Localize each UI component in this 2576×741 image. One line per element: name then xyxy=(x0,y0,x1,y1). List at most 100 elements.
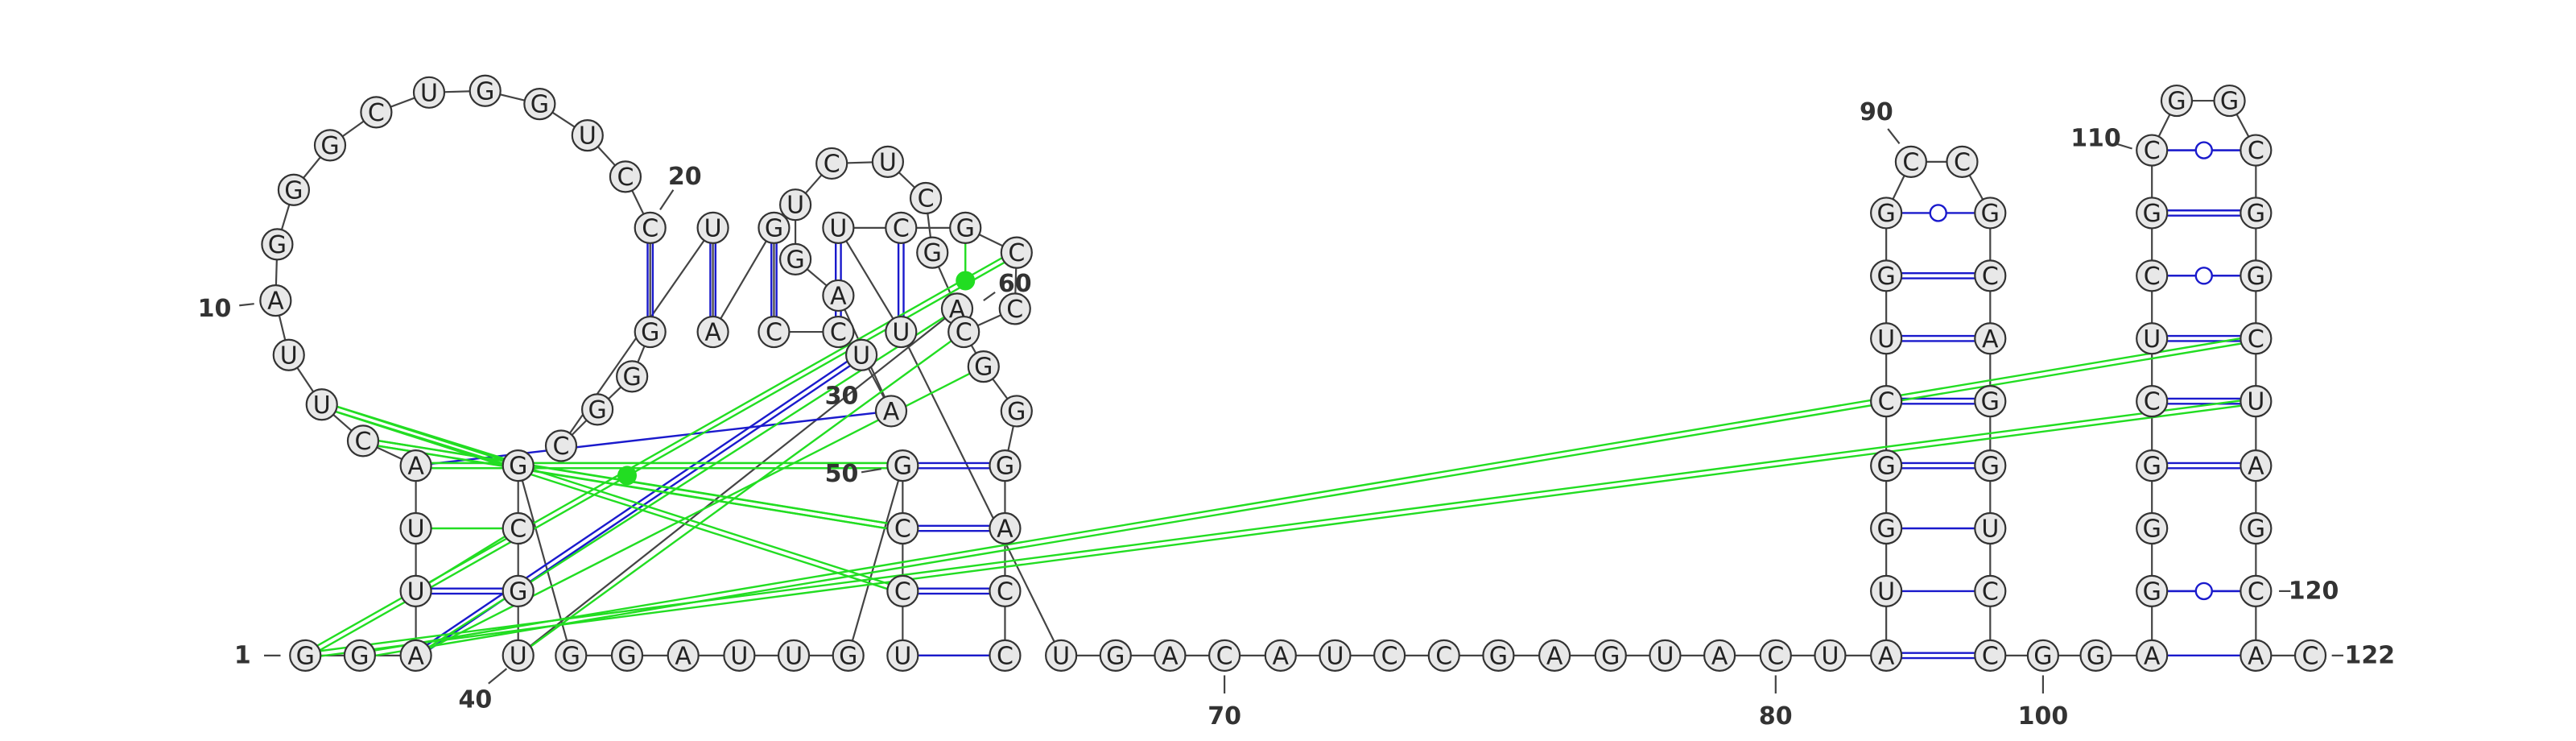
nucleotide-circle xyxy=(2240,574,2273,608)
nucleotide-circle xyxy=(2240,639,2273,672)
nucleotide: G xyxy=(1000,395,1033,428)
nucleotide-letter: C xyxy=(1902,148,1919,176)
nucleotide: C xyxy=(502,511,535,545)
nucleotide-circle xyxy=(2240,134,2273,167)
nucleotide-letter: G xyxy=(1981,200,2000,228)
nucleotide-letter: G xyxy=(996,453,1014,481)
nucleotide: A xyxy=(1870,639,1903,672)
nucleotide: C xyxy=(2136,134,2169,167)
nucleotide-letter: G xyxy=(956,214,975,242)
nucleotide: U xyxy=(885,315,918,349)
nucleotide-letter: G xyxy=(1877,515,1896,544)
noncanonical-interaction xyxy=(320,401,904,595)
nucleotide: G xyxy=(778,242,812,275)
nucleotide: G xyxy=(616,360,649,393)
position-number: 70 xyxy=(1208,702,1241,731)
nucleotide-letter: C xyxy=(2248,325,2264,354)
wobble-marker xyxy=(2194,582,2213,601)
nucleotide: C xyxy=(2136,259,2169,292)
nucleotide-circle xyxy=(616,360,649,393)
nucleotide-letter: U xyxy=(894,642,911,670)
nucleotide-circle xyxy=(844,338,878,371)
nucleotide-circle xyxy=(1974,574,2007,608)
nucleotide-circle xyxy=(696,211,729,244)
nucleotide-circle xyxy=(989,511,1022,545)
nucleotide-letter: U xyxy=(852,342,870,370)
nucleotide: U xyxy=(2240,385,2273,418)
nucleotide: C xyxy=(1974,259,2007,292)
nucleotide-circle xyxy=(1870,639,1903,672)
pair-line xyxy=(305,403,2256,660)
canonical-pair xyxy=(902,524,1005,532)
backbone-segment xyxy=(900,331,1063,656)
nucleotide-circle xyxy=(2136,385,2169,418)
nucleotide-letter: A xyxy=(2248,642,2264,670)
nucleotide-circle xyxy=(1427,639,1460,672)
nucleotide-letter: G xyxy=(974,354,993,382)
nucleotide-letter: C xyxy=(997,642,1013,670)
noncanonical-interaction xyxy=(304,397,2256,660)
nucleotide: C xyxy=(2136,385,2169,418)
nucleotide-letter: U xyxy=(1821,642,1839,670)
nucleotide-circle xyxy=(989,639,1022,672)
wobble-marker xyxy=(2194,141,2213,159)
nucleotide-circle xyxy=(1045,639,1078,672)
nucleotide: C xyxy=(1759,639,1792,672)
nucleotide-circle xyxy=(523,88,556,121)
nucleotide-circle xyxy=(261,228,294,261)
nucleotide: U xyxy=(1319,639,1352,672)
nucleotide: C xyxy=(1373,639,1406,672)
nucleotide-letter: G xyxy=(2143,453,2161,481)
nucleotide-letter: G xyxy=(641,319,659,347)
nucleotide-circle xyxy=(289,639,322,672)
nucleotide-letter: C xyxy=(2144,263,2161,291)
nucleotide-circle xyxy=(989,574,1022,608)
nucleotide-letter: U xyxy=(280,342,298,370)
nucleotide-letter: G xyxy=(2143,515,2161,544)
nucleotide-letter: C xyxy=(2144,137,2161,165)
nucleotide: A xyxy=(1264,639,1297,672)
nucleotide-letter: G xyxy=(268,231,287,259)
nucleotide-circle xyxy=(2240,259,2273,292)
nucleotide-circle xyxy=(2079,639,2112,672)
nucleotide: G xyxy=(2240,259,2273,292)
nucleotide-circle xyxy=(2240,322,2273,355)
nucleotide-letter: U xyxy=(785,642,803,670)
nucleotide: U xyxy=(399,511,432,545)
nucleotide-letter: A xyxy=(1711,642,1728,670)
nucleotide-letter: G xyxy=(2247,200,2265,228)
nucleotide-letter: U xyxy=(313,391,331,420)
nucleotide-letter: G xyxy=(894,453,912,481)
nucleotide-circle xyxy=(399,574,432,608)
nucleotide-letter: C xyxy=(997,577,1013,606)
nucleotide-letter: U xyxy=(829,214,847,242)
nucleotide-circle xyxy=(1538,639,1571,672)
nucleotide-letter: U xyxy=(1656,642,1674,670)
nucleotide-circle xyxy=(2213,84,2246,118)
nucleotide-letter: C xyxy=(1954,148,1971,176)
nucleotide: A xyxy=(989,511,1022,545)
nucleotide-circle xyxy=(822,211,855,244)
nucleotide-letter: U xyxy=(879,148,897,176)
nucleotide-circle xyxy=(469,74,502,107)
nucleotide: A xyxy=(259,284,292,317)
position-number: 120 xyxy=(2289,577,2339,605)
nucleotide: G xyxy=(832,639,865,672)
position-number: 80 xyxy=(1759,702,1793,731)
nucleotide: G xyxy=(313,129,347,162)
nucleotide-letter: A xyxy=(2248,453,2264,481)
nucleotide-circle xyxy=(1208,639,1241,672)
nucleotide-letter: G xyxy=(284,176,303,205)
nucleotide-circle xyxy=(2136,511,2169,545)
nucleotide: C xyxy=(1894,145,1927,178)
nucleotide-circle xyxy=(967,350,1000,383)
noncanonical-interaction xyxy=(517,462,904,532)
canonical-pair xyxy=(2152,397,2256,405)
nucleotide-letter: G xyxy=(2033,642,2052,670)
nucleotide-letter: G xyxy=(2247,515,2265,544)
nucleotide-circle xyxy=(2240,197,2273,230)
nucleotide: G xyxy=(469,74,502,107)
nucleotide-letter: G xyxy=(2087,642,2105,670)
nucleotide-circle xyxy=(1703,639,1736,672)
